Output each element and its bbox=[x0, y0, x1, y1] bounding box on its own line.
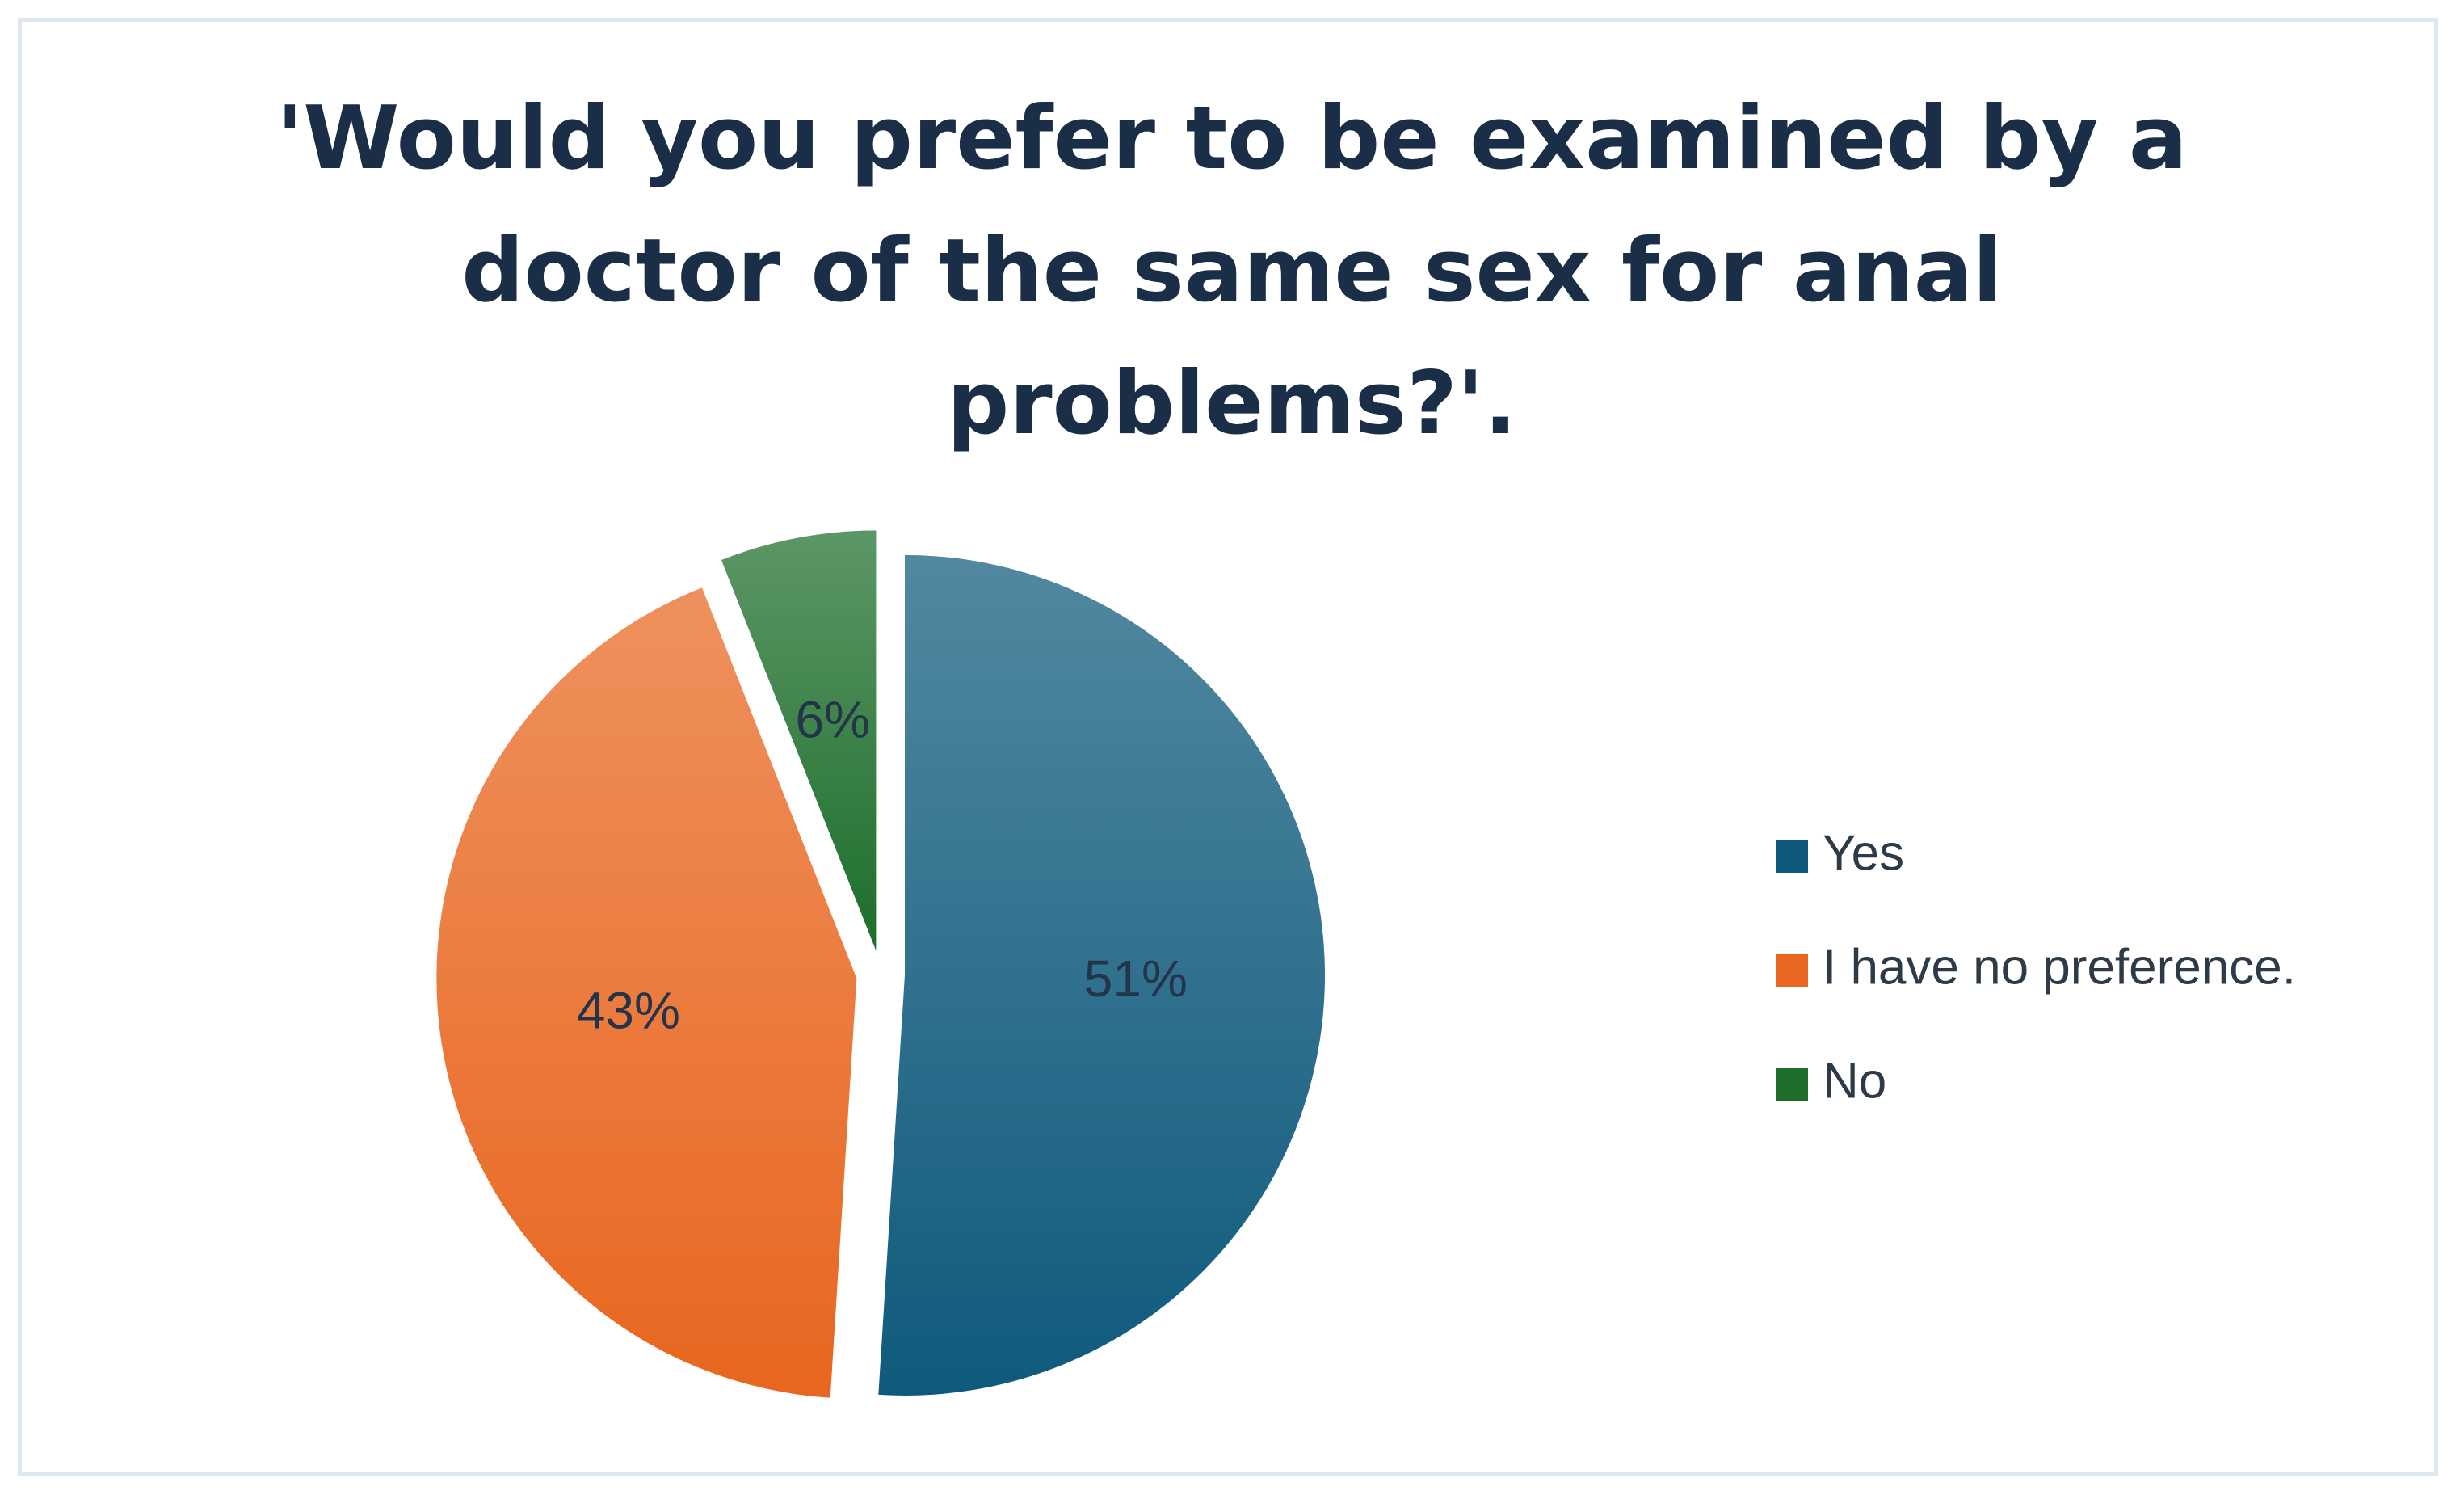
data-label: 6% bbox=[796, 691, 871, 749]
legend-label: No bbox=[1823, 1053, 1886, 1109]
chart-title: 'Would you prefer to be examined by a do… bbox=[276, 88, 2188, 454]
chart-frame bbox=[18, 18, 2438, 1476]
data-label: 51% bbox=[1084, 950, 1188, 1008]
legend-marker bbox=[1776, 1068, 1808, 1101]
data-label: 43% bbox=[577, 981, 680, 1039]
legend-label: Yes bbox=[1823, 825, 1904, 881]
legend-marker bbox=[1776, 954, 1808, 987]
legend-label: I have no preference. bbox=[1823, 939, 2296, 995]
legend-marker bbox=[1776, 840, 1808, 873]
